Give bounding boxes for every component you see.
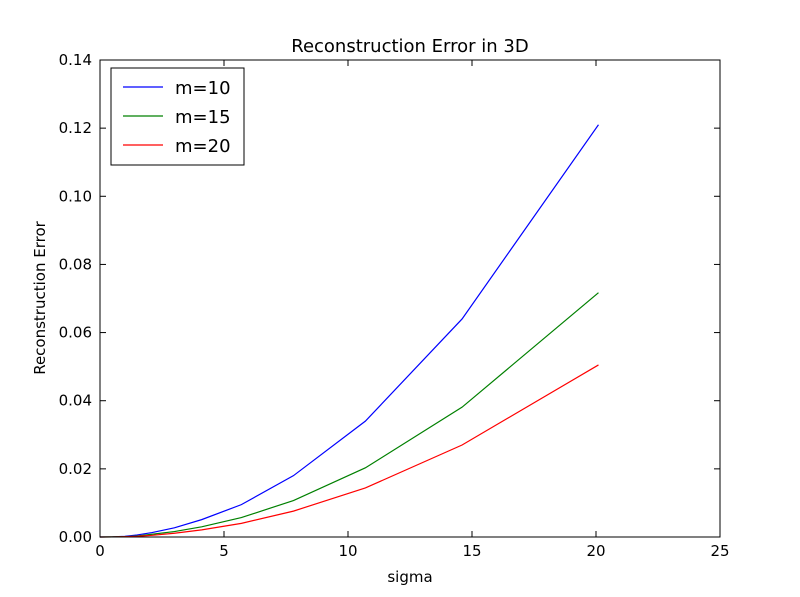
- legend-label-2: m=20: [175, 136, 231, 157]
- series-line-2: [99, 364, 599, 538]
- series-layer: [99, 124, 599, 538]
- x-tick-label: 25: [710, 542, 729, 560]
- series-line-1: [99, 292, 599, 538]
- plot-frame: [99, 59, 721, 538]
- y-tick-label: 0.12: [59, 119, 92, 137]
- y-tick-label: 0.08: [59, 255, 92, 273]
- legend-label-0: m=10: [175, 78, 231, 99]
- x-tick-label: 20: [586, 542, 605, 560]
- y-tick-label: 0.14: [59, 51, 92, 69]
- legend: m=10 m=15 m=20: [110, 67, 245, 166]
- legend-label-1: m=15: [175, 107, 231, 128]
- chart-title: Reconstruction Error in 3D: [291, 36, 528, 57]
- x-tick-label: 0: [95, 542, 105, 560]
- y-tick-label: 0.06: [59, 324, 92, 342]
- y-tick-label: 0.02: [59, 460, 92, 478]
- ticks-layer: 0 5 10 15 20 25 0.00 0.02 0.04 0.06 0.08 0.10 0.12 0.…: [59, 51, 730, 560]
- y-axis-label: Reconstruction Error: [31, 220, 49, 374]
- x-tick-label: 10: [338, 542, 357, 560]
- x-axis-label: sigma: [387, 568, 432, 586]
- y-tick-label: 0.00: [59, 528, 92, 546]
- y-tick-label: 0.04: [59, 392, 92, 410]
- x-tick-label: 5: [219, 542, 229, 560]
- x-tick-label: 15: [462, 542, 481, 560]
- y-tick-label: 0.10: [59, 187, 92, 205]
